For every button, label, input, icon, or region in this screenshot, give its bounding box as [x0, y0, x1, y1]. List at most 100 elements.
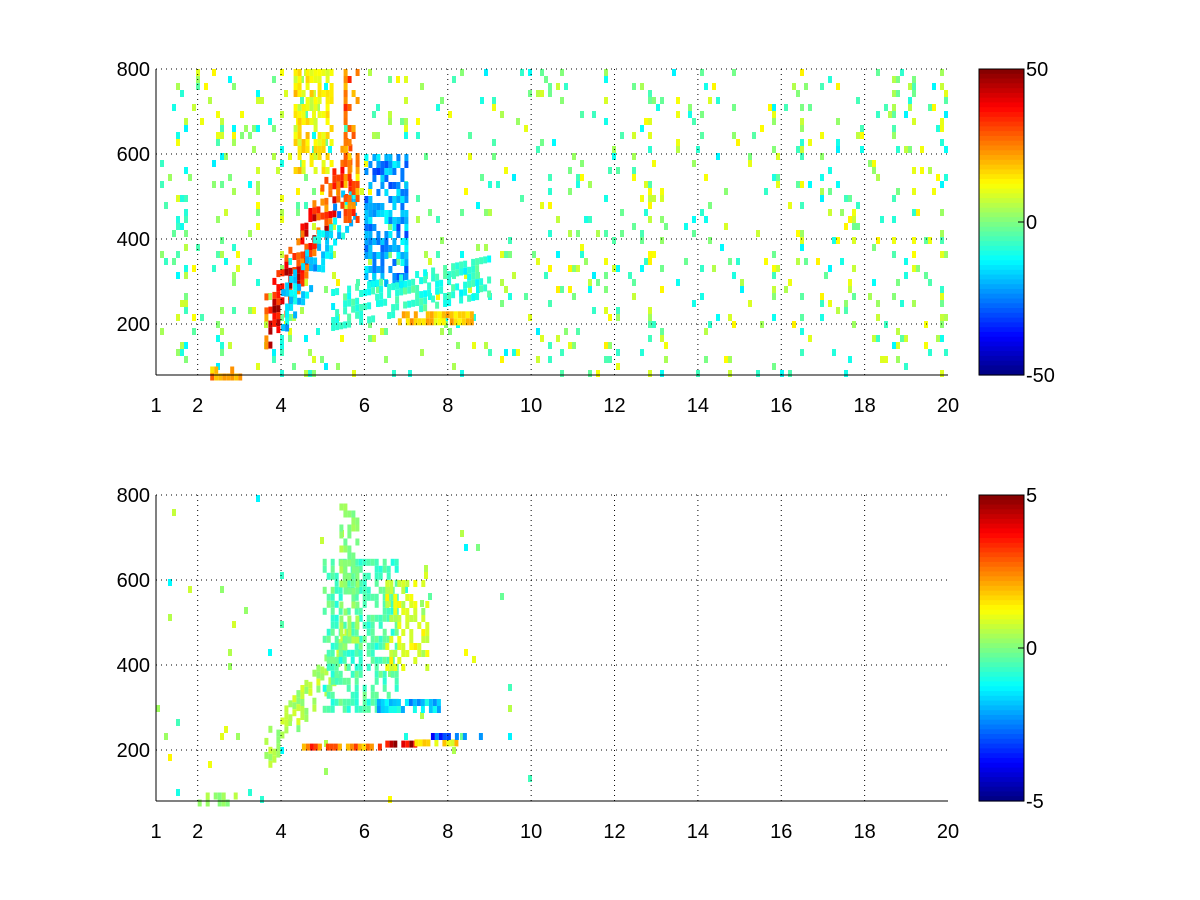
heatmap-cell	[296, 273, 301, 281]
heatmap-cell	[912, 83, 916, 90]
heatmap-cell	[368, 188, 372, 195]
colorbar-swatch	[979, 73, 1024, 80]
heatmap-cell	[329, 83, 334, 90]
heatmap-cell	[660, 97, 664, 104]
heatmap-cell	[268, 341, 273, 349]
heatmap-cell	[708, 321, 712, 328]
heatmap-cell	[288, 335, 292, 342]
heatmap-cell	[378, 614, 383, 622]
heatmap-cell	[217, 792, 222, 800]
heatmap-cell	[384, 245, 389, 252]
heatmap-cell	[325, 237, 330, 245]
heatmap-cell	[392, 196, 397, 203]
heatmap-cell	[404, 132, 408, 139]
heatmap-cell	[364, 245, 369, 252]
heatmap-cell	[892, 104, 896, 111]
heatmap-cell	[268, 118, 272, 125]
heatmap-cell	[240, 132, 244, 139]
heatmap-cell	[347, 615, 352, 623]
heatmap-cell	[479, 278, 484, 286]
colorbar-swatch	[979, 135, 1024, 142]
heatmap-cell	[176, 272, 180, 279]
heatmap-cell	[224, 726, 228, 733]
heatmap-cell	[463, 267, 468, 275]
heatmap-cell	[796, 146, 800, 153]
heatmap-cell	[379, 278, 384, 286]
heatmap-cell	[904, 258, 908, 265]
heatmap-cell	[248, 132, 252, 139]
heatmap-cell	[404, 189, 409, 196]
heatmap-cell	[388, 223, 392, 230]
heatmap-cell	[293, 90, 298, 97]
heatmap-cell	[196, 83, 200, 90]
heatmap-cell	[652, 321, 656, 328]
heatmap-cell	[372, 273, 377, 280]
heatmap-cell	[500, 593, 504, 600]
heatmap-cell	[788, 279, 792, 286]
heatmap-cell	[309, 69, 314, 76]
heatmap-cell	[362, 558, 367, 566]
heatmap-cell	[560, 370, 564, 377]
heatmap-cell	[840, 258, 844, 265]
heatmap-cell	[264, 307, 269, 315]
heatmap-cell	[397, 622, 402, 629]
heatmap-cell	[322, 565, 327, 573]
heatmap-cell	[704, 328, 708, 335]
heatmap-cell	[376, 699, 381, 706]
heatmap-cell	[284, 268, 289, 276]
heatmap-cell	[184, 300, 188, 307]
heatmap-cell	[320, 673, 325, 681]
heatmap-cell	[350, 649, 355, 657]
heatmap-cell	[326, 656, 331, 664]
heatmap-cell	[544, 76, 548, 83]
heatmap-cell	[920, 167, 924, 174]
heatmap-cell	[500, 279, 504, 286]
heatmap-cell	[382, 628, 387, 636]
heatmap-cell	[840, 209, 844, 216]
heatmap-cell	[362, 635, 367, 643]
heatmap-cell	[284, 726, 289, 734]
heatmap-cell	[260, 97, 264, 104]
heatmap-cell	[788, 370, 792, 377]
heatmap-cell	[297, 132, 302, 139]
heatmap-cell	[293, 111, 298, 118]
heatmap-cell	[372, 132, 376, 139]
heatmap-cell	[276, 326, 281, 334]
heatmap-cell	[304, 174, 308, 181]
heatmap-cell	[748, 160, 752, 167]
heatmap-cell	[423, 304, 428, 312]
heatmap-cell	[380, 203, 385, 210]
heatmap-cell	[343, 538, 348, 546]
heatmap-cell	[382, 670, 387, 678]
heatmap-cell	[342, 705, 347, 713]
heatmap-cell	[240, 111, 244, 118]
heatmap-cell	[366, 614, 371, 622]
heatmap-cell	[347, 174, 352, 181]
heatmap-cell	[916, 265, 920, 272]
heatmap-cell	[330, 607, 335, 615]
heatmap-cell	[308, 688, 313, 696]
heatmap-cell	[776, 181, 780, 188]
colorbar-swatch	[979, 719, 1024, 726]
heatmap-cell	[700, 293, 704, 300]
heatmap-cell	[800, 237, 804, 244]
heatmap-cell	[944, 146, 948, 153]
heatmap-cell	[632, 153, 636, 160]
heatmap-cell	[176, 223, 180, 230]
heatmap-cell	[220, 251, 224, 258]
heatmap-cell	[396, 196, 401, 203]
heatmap-cell	[316, 104, 320, 111]
heatmap-cell	[296, 238, 301, 246]
heatmap-cell	[301, 743, 306, 751]
heatmap-cell	[264, 314, 269, 322]
heatmap-cell	[684, 258, 688, 265]
heatmap-cell	[217, 799, 222, 807]
heatmap-cell	[304, 714, 309, 722]
heatmap-cell	[856, 202, 860, 209]
heatmap-cell	[880, 216, 884, 223]
heatmap-cell	[355, 283, 360, 291]
heatmap-cell	[384, 175, 389, 182]
heatmap-cell	[368, 224, 373, 231]
heatmap-cell	[309, 153, 314, 160]
heatmap-cell	[912, 300, 916, 307]
